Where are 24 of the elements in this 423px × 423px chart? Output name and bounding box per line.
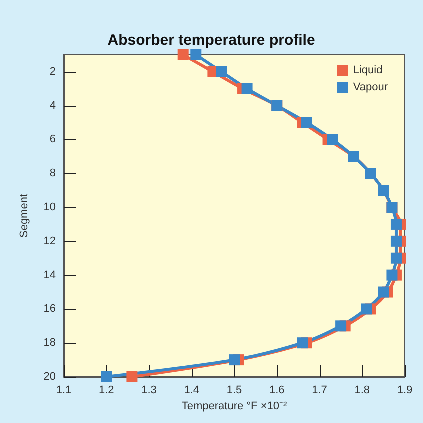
- x-tick-label: 1.2: [98, 384, 114, 396]
- y-tick-label: 8: [50, 168, 56, 180]
- x-tick-label: 1.8: [354, 384, 370, 396]
- y-tick-label: 20: [44, 371, 56, 383]
- y-tick-label: 18: [44, 337, 56, 350]
- x-tick-label: 1.9: [397, 384, 413, 396]
- x-tick-label: 1.3: [142, 384, 157, 396]
- y-tick-label: 10: [44, 202, 56, 214]
- x-tick-label: 1.4: [184, 384, 200, 396]
- y-tick-label: 4: [50, 100, 56, 112]
- y-tick-label: 6: [50, 134, 56, 146]
- y-tick-label: 14: [44, 269, 56, 282]
- x-tick-label: 1.7: [312, 384, 328, 396]
- legend-label: Liquid: [353, 64, 383, 76]
- y-axis-title: Segment: [18, 194, 30, 238]
- y-tick-label: 2: [50, 66, 56, 78]
- y-tick-label: 16: [44, 303, 56, 316]
- x-tick-label: 1.5: [226, 384, 242, 396]
- legend-label: Vapour: [353, 82, 388, 94]
- x-axis-title: Temperature °F ×10⁻²: [182, 400, 288, 412]
- chart-title: Absorber temperature profile: [108, 32, 316, 49]
- x-tick-label: 1.6: [269, 384, 285, 396]
- y-tick-label: 12: [44, 235, 56, 248]
- x-tick-label: 1.1: [56, 384, 72, 396]
